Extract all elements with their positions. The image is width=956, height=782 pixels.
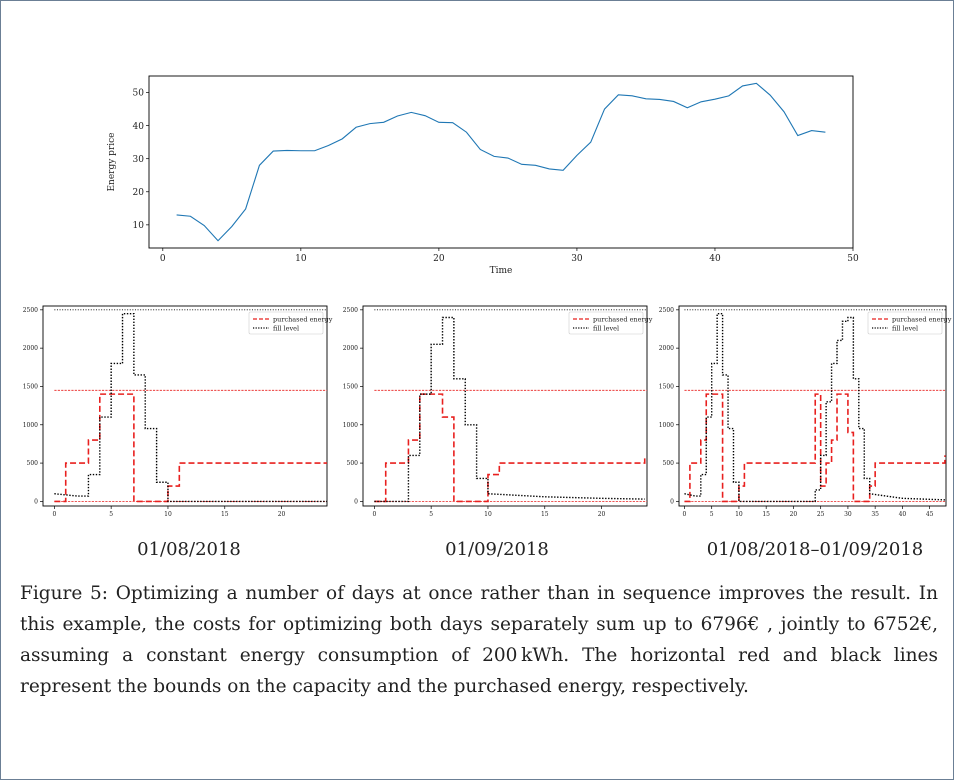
figure-caption: Figure 5: Optimizing a number of days at…	[20, 583, 938, 697]
joint-date-label: 01/08/2018–01/09/2018	[706, 539, 924, 560]
day2-date-label: 01/09/2018	[445, 539, 549, 560]
day1-date-label: 01/08/2018	[137, 539, 241, 560]
